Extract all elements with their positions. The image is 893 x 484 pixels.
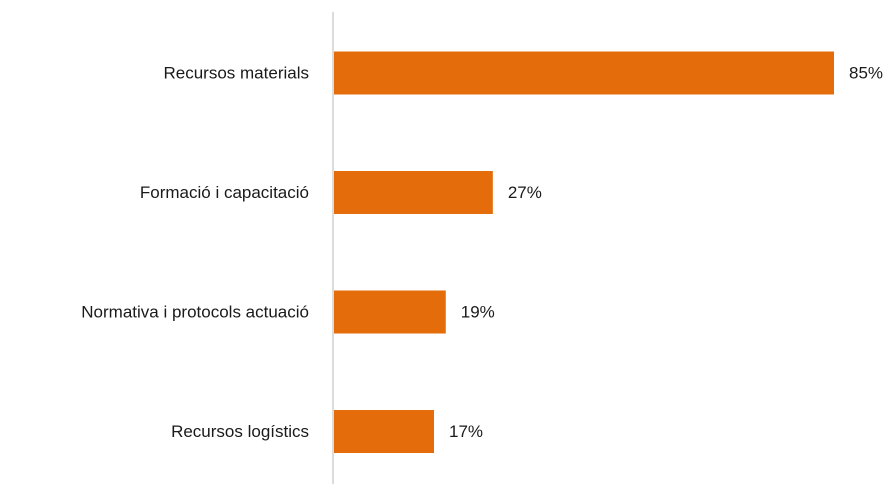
value-label-2: 19%: [461, 303, 495, 322]
bars-group: [334, 51, 834, 453]
bar-1: [334, 171, 493, 214]
value-labels-group: 85% 27% 19% 17%: [449, 64, 883, 442]
category-label-2: Normativa i protocols actuació: [81, 303, 309, 322]
value-label-0: 85%: [849, 64, 883, 83]
category-label-3: Recursos logístics: [171, 422, 309, 441]
category-label-0: Recursos materials: [164, 64, 310, 83]
category-labels-group: Recursos materials Formació i capacitació…: [81, 64, 309, 442]
value-label-3: 17%: [449, 422, 483, 441]
value-label-1: 27%: [508, 183, 542, 202]
category-label-1: Formació i capacitació: [140, 183, 309, 202]
bar-2: [334, 290, 446, 334]
bar-0: [334, 51, 834, 95]
bar-3: [334, 410, 434, 453]
